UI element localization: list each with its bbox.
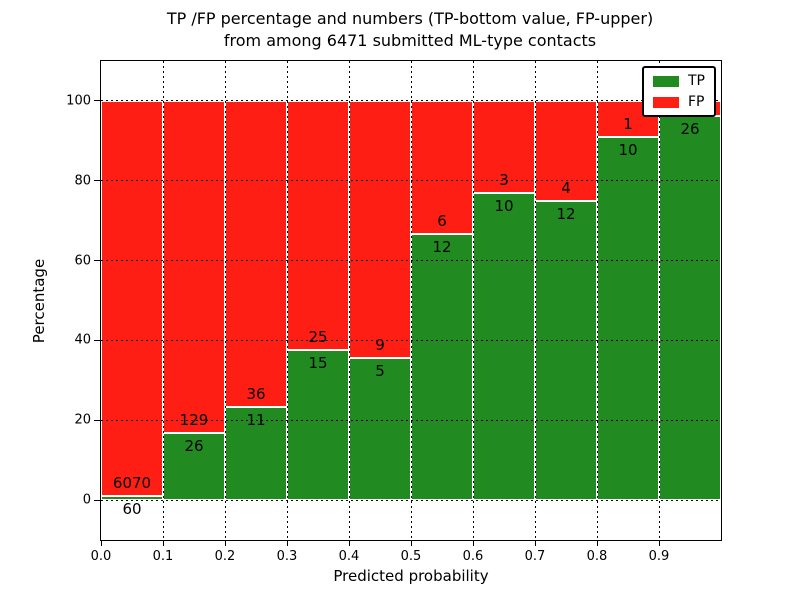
x-tick-label: 0.2 (214, 549, 236, 564)
gridline-vertical (348, 61, 350, 540)
plot-area: 607060129263611251595612310412110126 020… (30, 60, 722, 585)
bar-segment-tp (287, 350, 349, 501)
x-tick (658, 541, 660, 546)
bar-count-label-tp: 60 (122, 500, 142, 519)
bar-segment-fp (349, 100, 411, 358)
bar-count-label-tp: 5 (375, 361, 385, 380)
bar-count-label-tp: 10 (618, 141, 638, 160)
chart-title-line2: from among 6471 submitted ML-type contac… (223, 31, 597, 50)
y-tick-label: 80 (74, 173, 91, 189)
bar-segment-fp (287, 100, 349, 351)
y-tick-label: 60 (74, 253, 91, 269)
y-tick (94, 419, 100, 421)
bar-count-label-fp: 36 (246, 384, 266, 403)
bar-count-label-fp: 129 (179, 411, 209, 430)
y-tick-label: 100 (66, 93, 91, 109)
x-tick-label: 0.4 (338, 549, 360, 564)
bar-count-label-tp: 12 (556, 204, 576, 223)
gridline-vertical (162, 61, 164, 540)
bar-count-label-tp: 26 (680, 119, 700, 138)
y-tick (94, 180, 100, 182)
gridline-vertical (286, 61, 288, 540)
legend-item-fp: FP (653, 95, 705, 109)
x-tick-label: 0.3 (276, 549, 298, 564)
y-tick-label: 40 (74, 332, 91, 348)
chart-title: TP /FP percentage and numbers (TP-bottom… (100, 8, 720, 52)
x-tick-label: 0.1 (152, 549, 174, 564)
bar-count-label-fp: 4 (561, 178, 571, 197)
bar-count-label-tp: 12 (432, 237, 452, 256)
bar-segment-fp (411, 100, 473, 234)
x-tick (100, 541, 102, 546)
legend-label-tp: TP (688, 73, 705, 89)
bar-segment-fp (163, 100, 225, 434)
y-tick (94, 260, 100, 262)
x-tick-label: 0.9 (648, 549, 670, 564)
chart-title-line1: TP /FP percentage and numbers (TP-bottom… (166, 9, 654, 28)
y-tick-label: 0 (82, 492, 91, 508)
gridline-vertical (658, 61, 660, 540)
x-axis-label: Predicted probability (333, 567, 489, 585)
x-tick (348, 541, 350, 546)
bar-segment-fp (101, 100, 163, 497)
bar-count-label-fp: 6 (437, 211, 447, 230)
y-tick (94, 339, 100, 341)
x-tick (410, 541, 412, 546)
y-axis-label: Percentage (30, 258, 48, 343)
bar-segment-fp (535, 100, 597, 201)
x-tick-label: 0.0 (90, 549, 112, 564)
gridline-vertical (410, 61, 412, 540)
x-tick-label: 0.7 (524, 549, 546, 564)
bar-segment-tp (411, 233, 473, 501)
bar-segment-tp (659, 115, 721, 501)
bar-count-label-tp: 10 (494, 197, 514, 216)
legend: TP FP (642, 66, 716, 117)
gridline-vertical (472, 61, 474, 540)
legend-swatch-fp-icon (653, 96, 679, 108)
bar-count-label-fp: 3 (499, 171, 509, 190)
y-tick (94, 499, 100, 501)
bar-count-label-fp: 1 (623, 115, 633, 134)
bar-count-label-fp: 9 (375, 335, 385, 354)
x-tick-label: 0.8 (586, 549, 608, 564)
gridline-vertical (596, 61, 598, 540)
gridline-vertical (224, 61, 226, 540)
gridline-vertical (534, 61, 536, 540)
bar-segment-fp (473, 100, 535, 194)
x-tick (472, 541, 474, 546)
legend-swatch-tp-icon (653, 75, 679, 87)
bar-count-label-tp: 11 (246, 410, 266, 429)
bar-count-label-fp: 25 (308, 328, 328, 347)
bar-segment-tp (349, 357, 411, 501)
bar-segment-tp (535, 200, 597, 501)
bar-segment-tp (473, 193, 535, 501)
x-tick-label: 0.5 (400, 549, 422, 564)
x-tick-label: 0.6 (462, 549, 484, 564)
x-tick (162, 541, 164, 546)
bar-segment-fp (225, 100, 287, 407)
x-tick (534, 541, 536, 546)
bar-count-label-fp: 6070 (112, 474, 152, 493)
x-tick (286, 541, 288, 546)
bar-segment-tp (597, 137, 659, 501)
x-tick (224, 541, 226, 546)
bar-count-label-tp: 26 (184, 437, 204, 456)
y-tick-label: 20 (74, 412, 91, 428)
x-tick (596, 541, 598, 546)
y-tick (94, 100, 100, 102)
legend-label-fp: FP (688, 94, 705, 110)
legend-item-tp: TP (653, 74, 705, 88)
bar-count-label-tp: 15 (308, 354, 328, 373)
